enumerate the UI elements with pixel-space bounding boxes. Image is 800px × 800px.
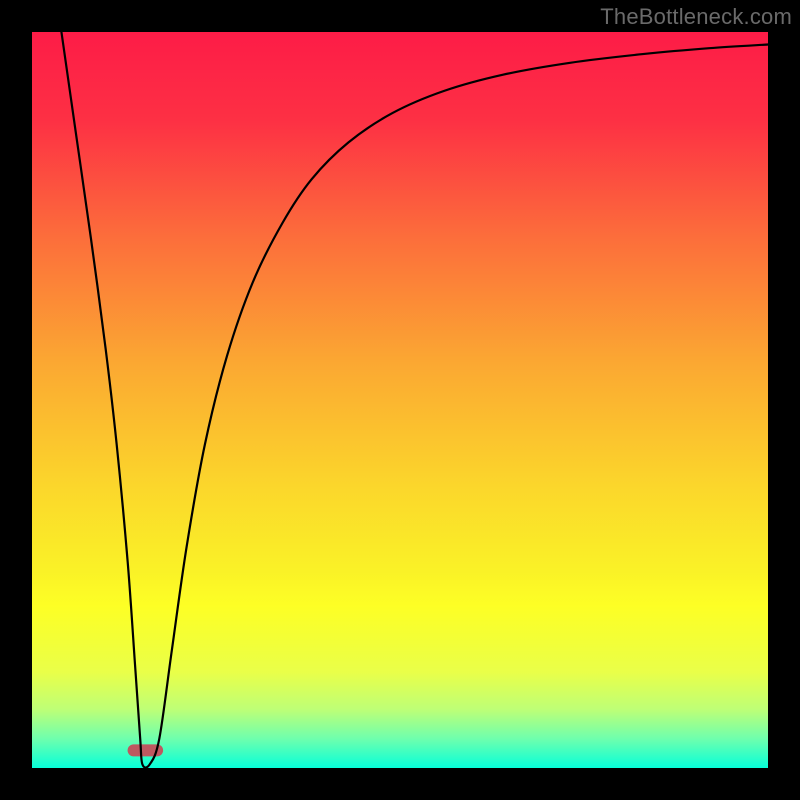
plot-area bbox=[32, 32, 768, 768]
chart-container: TheBottleneck.com bbox=[0, 0, 800, 800]
bottleneck-chart bbox=[0, 0, 800, 800]
watermark-text: TheBottleneck.com bbox=[600, 4, 792, 30]
